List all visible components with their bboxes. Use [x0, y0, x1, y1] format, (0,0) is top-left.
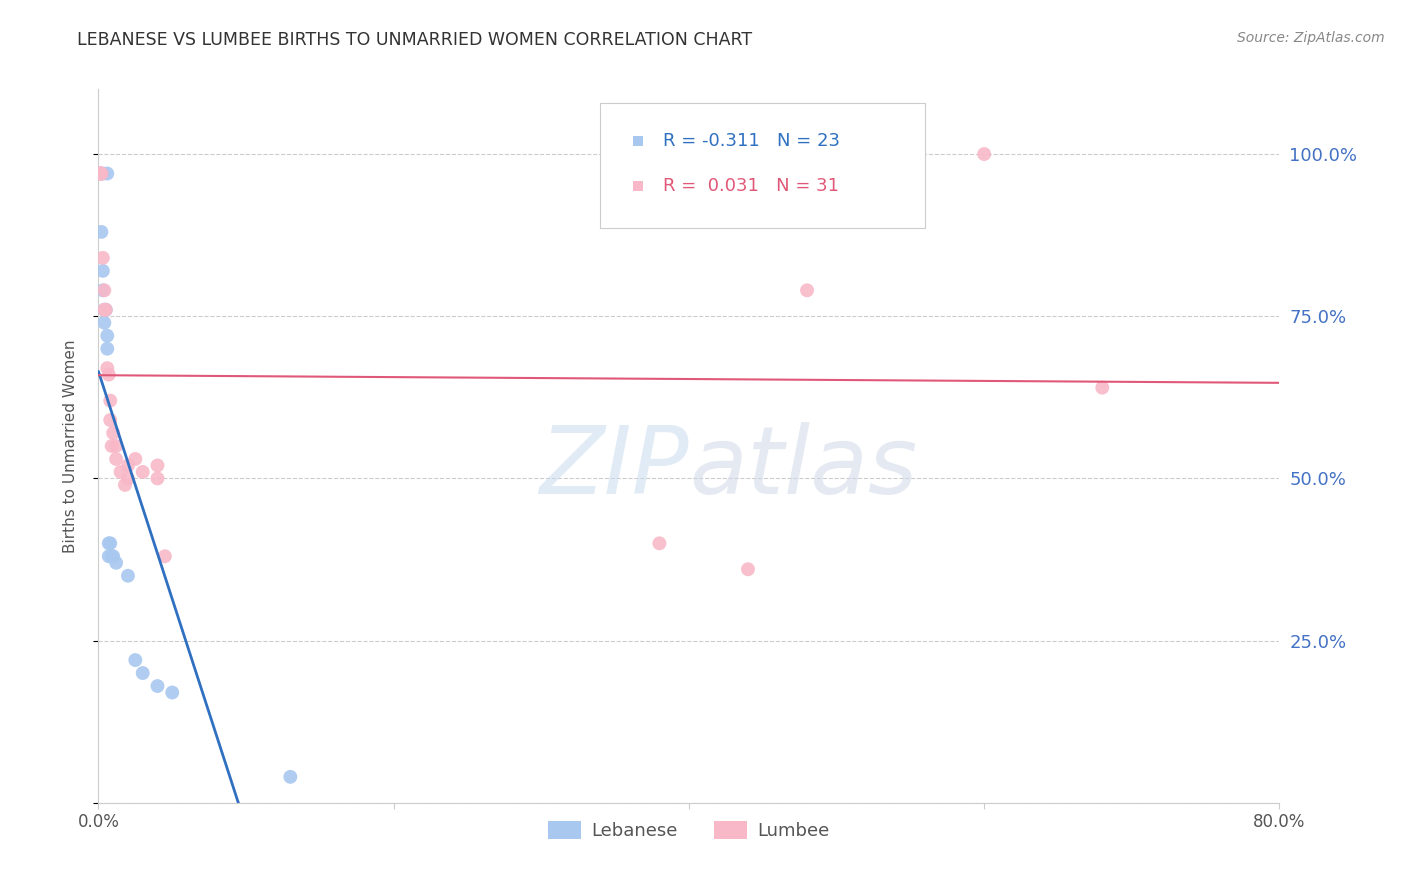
Point: [90, 225, 112, 239]
Point: [103, 425, 125, 440]
Point: [96, 342, 118, 356]
Point: [90, 167, 112, 181]
Point: [94, 302, 117, 317]
Text: LEBANESE VS LUMBEE BIRTHS TO UNMARRIED WOMEN CORRELATION CHART: LEBANESE VS LUMBEE BIRTHS TO UNMARRIED W…: [77, 31, 752, 49]
Point: [96, 361, 118, 376]
Point: [89, 167, 111, 181]
Point: [89, 167, 111, 181]
Point: [117, 458, 139, 473]
Text: Source: ZipAtlas.com: Source: ZipAtlas.com: [1237, 31, 1385, 45]
Point: [117, 471, 139, 485]
Point: [91, 264, 114, 278]
Text: ZIP: ZIP: [540, 422, 689, 513]
Point: [153, 549, 176, 564]
Text: R =  0.031   N = 31: R = 0.031 N = 31: [664, 177, 839, 194]
Point: [105, 556, 128, 570]
Point: [114, 478, 136, 492]
Point: [105, 452, 128, 467]
Point: [91, 251, 114, 265]
Point: [146, 679, 169, 693]
Point: [124, 653, 146, 667]
Point: [1091, 381, 1114, 395]
Point: [98, 536, 121, 550]
Point: [97, 536, 120, 550]
Point: [146, 458, 169, 473]
FancyBboxPatch shape: [600, 103, 925, 228]
Text: R = -0.311   N = 23: R = -0.311 N = 23: [664, 132, 839, 150]
Legend: Lebanese, Lumbee: Lebanese, Lumbee: [541, 814, 837, 847]
Point: [93, 302, 115, 317]
Point: [93, 316, 115, 330]
Point: [98, 393, 121, 408]
Point: [96, 167, 118, 181]
Point: [96, 328, 118, 343]
Point: [648, 536, 671, 550]
Point: [93, 283, 115, 297]
Point: [89, 167, 111, 181]
Point: [91, 283, 114, 297]
Point: [98, 413, 121, 427]
Point: [737, 562, 759, 576]
Point: [762, 235, 785, 249]
Point: [132, 465, 155, 479]
Point: [94, 302, 117, 317]
Point: [162, 685, 183, 699]
Point: [973, 147, 995, 161]
Point: [100, 439, 122, 453]
Point: [97, 368, 120, 382]
Point: [280, 770, 302, 784]
Point: [132, 666, 155, 681]
Point: [97, 549, 120, 564]
Point: [105, 439, 128, 453]
Point: [124, 452, 146, 467]
Point: [146, 471, 169, 485]
Point: [89, 167, 111, 181]
Point: [90, 167, 112, 181]
Point: [103, 549, 125, 564]
Point: [93, 302, 115, 317]
Point: [91, 167, 114, 181]
Y-axis label: Births to Unmarried Women: Births to Unmarried Women: [63, 339, 77, 553]
Point: [796, 283, 818, 297]
Text: atlas: atlas: [689, 422, 917, 513]
Point: [117, 568, 139, 582]
Point: [762, 194, 785, 208]
Point: [110, 465, 132, 479]
Point: [100, 549, 122, 564]
